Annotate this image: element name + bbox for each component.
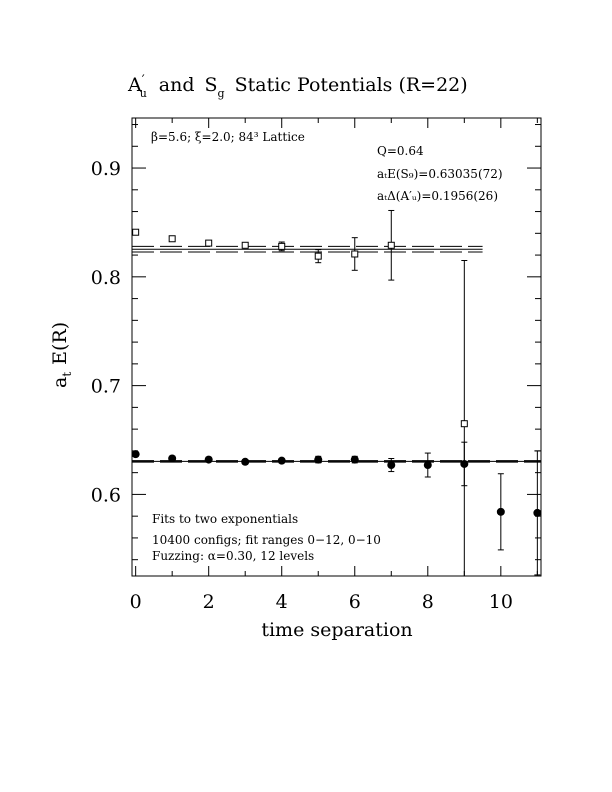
lattice-params: β=5.6; ξ=2.0; 84³ Lattice (151, 130, 305, 144)
y-tick-label: 0.9 (91, 158, 121, 180)
title-sub-g: g (218, 87, 225, 100)
data-marks (131, 209, 542, 577)
x-tick-label: 8 (422, 591, 434, 613)
x-tick-label: 6 (349, 591, 361, 613)
y-label-a: a (49, 377, 71, 388)
data-point-circle (387, 461, 396, 470)
chart-title: A′ u and Sg Static Potentials (R=22) (127, 73, 468, 100)
data-point-circle (241, 457, 250, 466)
x-tick-label: 2 (203, 591, 215, 613)
fit-bands (132, 245, 541, 463)
data-point-circle (423, 461, 432, 470)
title-rest: Static Potentials (R=22) (235, 74, 468, 96)
data-point-circle (460, 459, 469, 468)
x-tick-label: 4 (276, 591, 288, 613)
x-tick-label: 10 (489, 591, 513, 613)
data-point-circle (496, 507, 505, 516)
data-point-circle (533, 508, 542, 517)
data-point-circle (350, 455, 359, 464)
y-tick-label: 0.8 (91, 267, 121, 289)
data-point-circle (168, 454, 177, 463)
data-point-square (387, 241, 395, 249)
data-point-circle (131, 450, 140, 459)
data-point-square (241, 241, 249, 249)
x-tick-label: 0 (130, 591, 142, 613)
data-point-square (460, 420, 468, 428)
note-configs: 10400 configs; fit ranges 0−12, 0−10 (152, 533, 381, 547)
plot-frame (131, 117, 542, 577)
data-point-square (278, 242, 286, 250)
fit-gap-value: aₜΔ(A′ᵤ)=0.1956(26) (377, 189, 498, 203)
title-sub-u: u (140, 87, 147, 100)
x-axis-label: time separation (261, 619, 412, 641)
data-point-square (205, 239, 213, 247)
y-axis-label: at E(R) (49, 322, 74, 388)
y-tick-label: 0.7 (91, 376, 121, 398)
title-s: S (205, 74, 218, 96)
x-tick-labels: 0 2 4 6 8 10 (130, 591, 513, 613)
data-point-square (351, 250, 359, 258)
title-and: and (159, 74, 195, 96)
y-tick-label: 0.6 (91, 484, 121, 506)
title-a: A (127, 74, 142, 96)
title-prime: ′ (142, 73, 145, 88)
fit-energy-value: aₜE(S₉)=0.63035(72) (377, 167, 503, 181)
data-point-square (168, 235, 176, 243)
data-point-circle (314, 455, 323, 464)
note-fuzzing: Fuzzing: α=0.30, 12 levels (152, 549, 314, 563)
data-point-circle (204, 455, 213, 464)
y-label-rest: E(R) (49, 322, 71, 365)
note-fit-type: Fits to two exponentials (152, 512, 298, 526)
data-point-square (132, 228, 140, 236)
y-tick-labels: 0.6 0.7 0.8 0.9 (91, 158, 121, 506)
fit-q-value: Q=0.64 (377, 144, 424, 158)
data-point-square (314, 252, 322, 260)
data-point-circle (277, 456, 286, 465)
axis-ticks (132, 118, 541, 576)
y-label-sub-t: t (60, 372, 74, 377)
